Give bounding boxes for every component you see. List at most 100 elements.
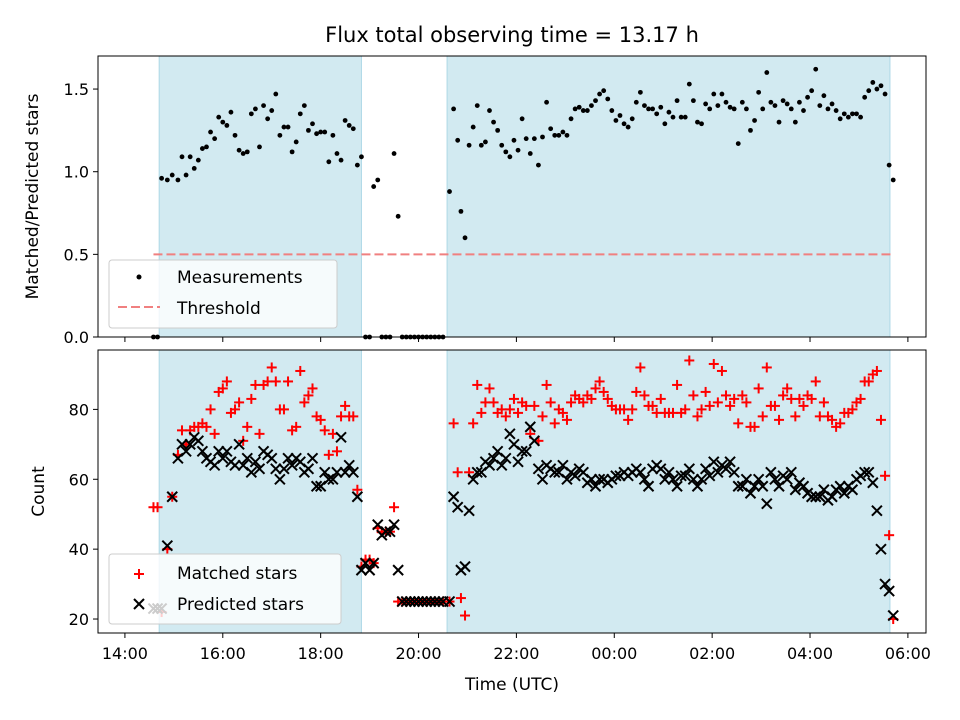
measurement-point — [560, 129, 566, 135]
predicted-star-point — [331, 466, 343, 478]
measurement-point — [552, 132, 558, 138]
measurement-point — [499, 142, 505, 148]
measurement-point — [845, 114, 851, 120]
measurement-point — [548, 126, 554, 132]
predicted-star-point — [359, 557, 372, 569]
matched-star-point — [708, 358, 719, 369]
measurement-point — [169, 172, 175, 178]
predicted-star-point — [683, 463, 696, 475]
measurement-point — [179, 154, 185, 160]
measurement-point — [391, 151, 397, 156]
matched-star-point — [631, 386, 642, 397]
measurement-point — [776, 119, 782, 125]
matched-star-point — [794, 393, 805, 404]
ratio-legend: Measurements Threshold — [108, 259, 338, 329]
matched-star-point — [561, 414, 572, 425]
predicted-star-point — [858, 466, 871, 478]
matched-star-point — [761, 362, 772, 373]
measurement-point — [334, 151, 340, 156]
measurement-point — [297, 111, 303, 117]
measurement-point — [780, 98, 786, 104]
matched-star-point — [500, 411, 511, 422]
measurement-point — [874, 86, 880, 92]
measurement-point — [359, 154, 364, 160]
matched-star-point — [590, 383, 601, 394]
measurement-point — [756, 89, 762, 95]
predicted-star-point — [433, 595, 445, 608]
measurement-point — [866, 88, 872, 94]
matched-star-point — [557, 407, 568, 418]
matched-star-point — [688, 390, 699, 401]
predicted-star-point — [339, 466, 351, 478]
count-panel-frame — [97, 349, 927, 634]
legend-measurements-label: Measurements — [177, 268, 303, 288]
measurement-point — [711, 91, 717, 97]
measurement-point — [470, 124, 476, 130]
measurement-point — [159, 175, 165, 181]
predicted-star-point — [184, 438, 196, 451]
measurement-point — [212, 136, 218, 142]
matched-star-point — [769, 400, 780, 411]
matched-star-point — [696, 404, 707, 415]
measurement-point — [244, 149, 250, 155]
measurement-point — [752, 118, 757, 123]
predicted-star-point — [871, 505, 883, 517]
measurement-point — [715, 103, 721, 108]
measurement-point — [858, 114, 863, 120]
matched-star-point — [303, 390, 314, 401]
measurement-point — [289, 149, 295, 155]
measurement-point — [593, 98, 598, 104]
measurement-point — [568, 116, 574, 122]
measurement-point — [792, 119, 798, 125]
predicted-star-point — [274, 473, 286, 485]
matched-star-point — [307, 383, 318, 394]
measurement-point — [503, 149, 509, 155]
matched-star-point — [205, 404, 216, 415]
measurement-point — [617, 113, 623, 118]
measurement-point — [629, 116, 635, 122]
measurement-point — [208, 129, 213, 135]
measurement-point — [257, 144, 262, 150]
x-tick-label: 00:00 — [591, 644, 637, 663]
measurement-point — [723, 99, 729, 105]
y-tick-label: 40 — [69, 540, 89, 559]
matched-star-point — [389, 502, 400, 513]
predicted-star-point — [642, 480, 655, 492]
matched-star-point — [513, 407, 524, 418]
x-tick-label: 16:00 — [200, 644, 246, 663]
x-tick-label: 06:00 — [885, 644, 931, 663]
measurement-point — [507, 154, 513, 160]
measurement-point — [662, 121, 668, 127]
legend-plus-glyph — [134, 569, 144, 579]
matched-star-point — [818, 397, 829, 408]
measurement-point — [850, 111, 855, 117]
predicted-star-point — [425, 595, 437, 608]
predicted-star-point — [451, 501, 464, 513]
matched-star-point — [541, 379, 552, 390]
matched-star-point — [291, 421, 302, 432]
measurement-point — [544, 99, 549, 105]
matched-star-point — [684, 355, 695, 366]
predicted-star-point — [695, 473, 708, 485]
predicted-star-point — [561, 473, 573, 485]
measurement-point — [817, 103, 823, 108]
matched-star-point — [234, 397, 245, 408]
predicted-star-point — [655, 463, 667, 475]
measurement-point — [338, 157, 344, 163]
measurement-point — [801, 108, 806, 113]
measurement-point — [350, 126, 356, 132]
measurement-point — [584, 108, 590, 113]
measurement-point — [318, 129, 324, 135]
predicted-star-point — [192, 435, 205, 447]
predicted-star-point — [241, 452, 253, 465]
matched-star-point — [627, 404, 638, 415]
predicted-star-point — [347, 466, 359, 478]
y-tick-label: 0.5 — [64, 245, 89, 264]
measurement-point — [531, 136, 537, 142]
matched-star-point — [737, 390, 748, 401]
predicted-star-point — [781, 473, 793, 485]
measurement-point — [642, 103, 647, 108]
predicted-star-point — [404, 595, 417, 608]
predicted-star-point — [634, 466, 647, 478]
